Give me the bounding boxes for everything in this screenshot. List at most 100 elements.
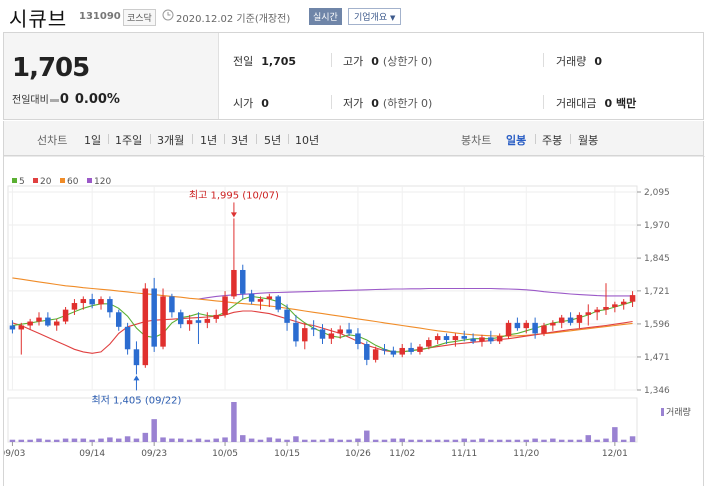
candle-body (213, 314, 219, 319)
volume-value: 0 (594, 55, 603, 68)
volume-bar (470, 439, 476, 442)
candle-body (98, 299, 104, 305)
candle-body (364, 344, 370, 360)
candlestick-chart[interactable]: 5 20 60 120 2,095 1,970 1,845 1,721 1,596 1,471 1,… (0, 155, 705, 486)
period-3m[interactable]: 3개월 (157, 134, 185, 147)
candle-body (36, 317, 42, 322)
candle-body (514, 322, 521, 329)
volume-bar (620, 439, 627, 442)
x-tick-label: 12/01 (602, 449, 628, 459)
volume-bar (9, 439, 16, 442)
volume-bar (372, 439, 379, 442)
volume-bar (443, 439, 450, 442)
volume-bar (204, 439, 211, 442)
volume-bar (452, 439, 459, 442)
candle-body (496, 336, 503, 342)
volume-bar (612, 427, 618, 442)
candle-body (169, 296, 175, 313)
volume-bar (434, 439, 441, 442)
stock-code: 131090 (79, 11, 121, 22)
low-label: 저가 (343, 97, 364, 110)
volume-bar (151, 419, 157, 442)
prev-close: 전일 1,705 (233, 53, 296, 69)
volume-bar (364, 430, 370, 442)
ma60-line (12, 277, 633, 337)
volume-bar (213, 438, 219, 442)
candle-body (355, 333, 361, 345)
divider (108, 134, 109, 144)
upper-limit: (상한가 0) (382, 55, 433, 68)
realtime-button[interactable]: 실시간 (309, 8, 342, 25)
volume-bar (417, 439, 423, 442)
volume-bar (567, 439, 574, 442)
candle-body (585, 312, 592, 315)
volume-bar (89, 439, 95, 442)
volume-bar (346, 439, 352, 442)
candle-monthly[interactable]: 월봉 (578, 134, 599, 147)
y-tick-label: 1,596 (644, 320, 670, 330)
candle-body (222, 296, 228, 315)
volume-bar (550, 438, 556, 442)
candle-body (620, 301, 627, 305)
period-10y[interactable]: 10년 (295, 134, 320, 147)
change-percent: 0.00% (74, 92, 120, 107)
candle-body (302, 328, 308, 342)
candle-body (629, 295, 636, 302)
x-tick-label: 11/02 (389, 449, 415, 459)
volume-bar (275, 438, 281, 442)
legend-label: 20 (40, 177, 52, 187)
candle-body (470, 338, 476, 342)
volume-bar (629, 436, 636, 442)
volume-bar (558, 439, 565, 442)
chart-toolbar: 선차트 1일 1주일 3개월 1년 3년 5년 10년 봉차트 일봉 주봉 월봉 (3, 121, 704, 156)
volume-bar (514, 439, 521, 442)
period-1y[interactable]: 1년 (200, 134, 218, 147)
price-chart: 5 20 60 120 2,095 1,970 1,845 1,721 1,596 1,471 1,… (0, 155, 705, 486)
candle-daily[interactable]: 일봉 (506, 134, 527, 147)
divider (570, 134, 571, 144)
divider (331, 53, 332, 67)
candle-body (53, 321, 60, 326)
volume-bar (248, 438, 255, 442)
volume-bar (488, 439, 494, 442)
candle-body (266, 296, 273, 300)
change-value: 0 (59, 92, 69, 107)
candle-weekly[interactable]: 주봉 (542, 134, 563, 147)
divider (256, 134, 257, 144)
volume-legend-swatch (661, 408, 664, 416)
volume-bar (505, 439, 512, 442)
divider (543, 53, 544, 67)
period-5y[interactable]: 5년 (264, 134, 282, 147)
volume-bar (71, 438, 78, 442)
volume-label: 거래량 (666, 406, 691, 418)
candle-body (284, 309, 290, 323)
legend-swatch (87, 178, 92, 183)
clock-icon (162, 9, 174, 21)
period-1w[interactable]: 1주일 (115, 134, 143, 147)
company-overview-button[interactable]: 기업개요 ▼ (348, 8, 402, 25)
volume-bar (142, 432, 149, 442)
stock-name[interactable]: 시큐브 (9, 7, 68, 31)
candle-body (107, 299, 113, 313)
period-1d[interactable]: 1일 (84, 134, 102, 147)
open-value: 0 (261, 97, 269, 110)
candle-body (523, 322, 530, 329)
high-price: 고가 0 (상한가 0) (343, 53, 432, 69)
volume-bar (36, 438, 42, 442)
candle-body (558, 317, 565, 323)
volume-bar (399, 438, 405, 442)
current-price-panel: 1,705 전일대비 0 0.00% (4, 33, 219, 119)
candle-body (452, 336, 459, 341)
volume-bar (319, 439, 326, 442)
volume-bar (594, 439, 600, 442)
high-value: 0 (371, 55, 379, 68)
volume-bar (408, 439, 414, 442)
period-3y[interactable]: 3년 (231, 134, 249, 147)
trade-amount: 거래대금 0 백만 (556, 95, 636, 111)
candle-body (195, 320, 202, 323)
candle-body (461, 336, 467, 339)
candle-body (426, 340, 432, 347)
candle-body (328, 333, 335, 339)
y-tick-label: 1,845 (644, 254, 670, 264)
candle-body (275, 296, 281, 310)
